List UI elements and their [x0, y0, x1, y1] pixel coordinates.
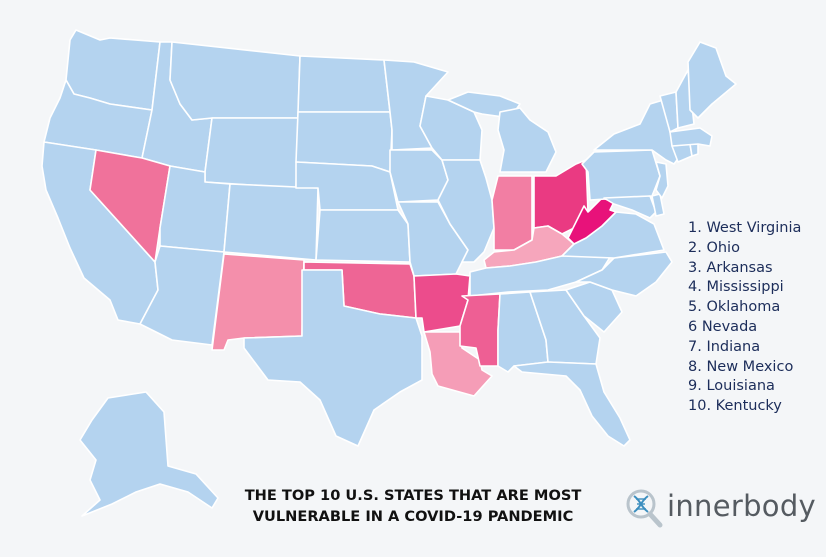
state-west-virginia — [567, 197, 617, 245]
legend-item: 4. Mississippi — [688, 279, 784, 296]
state-rhode-island — [689, 143, 699, 157]
state-kansas — [315, 209, 411, 263]
state-delaware — [651, 193, 665, 217]
legend-item: 10. Kentucky — [688, 398, 782, 415]
logo-text: innerbody — [667, 489, 817, 523]
map-title: THE TOP 10 U.S. STATES THAT ARE MOST VUL… — [232, 485, 594, 527]
state-maryland — [603, 195, 657, 219]
legend-item: 1. West Virginia — [688, 220, 802, 236]
state-montana — [169, 41, 301, 121]
state-pennsylvania — [581, 149, 661, 201]
innerbody-logo: innerbody — [623, 486, 816, 530]
rank-legend: 1. West Virginia 2. Ohio 3. Arkansas 4. … — [688, 219, 801, 417]
map-title-line1: THE TOP 10 U.S. STATES THAT ARE MOST — [244, 487, 582, 504]
legend-item: 9. Louisiana — [688, 378, 775, 395]
state-alaska — [79, 391, 219, 517]
legend-item: 2. Ohio — [688, 239, 740, 256]
legend-item: 8. New Mexico — [688, 358, 794, 375]
state-massachusetts — [669, 127, 713, 147]
legend-item: 3. Arkansas — [688, 259, 773, 276]
state-north-carolina — [575, 251, 673, 297]
legend-item: 6 Nevada — [688, 318, 758, 335]
legend-item: 5. Oklahoma — [688, 299, 781, 316]
state-indiana — [491, 175, 533, 251]
legend-item: 7. Indiana — [688, 338, 761, 355]
state-florida — [513, 361, 631, 447]
state-texas — [243, 269, 423, 447]
state-new-mexico — [211, 253, 305, 351]
state-colorado — [223, 183, 319, 261]
state-tennessee — [469, 253, 613, 297]
state-wyoming — [204, 117, 299, 189]
map-title-line2: VULNERABLE IN A COVID-19 PANDEMIC — [252, 508, 574, 525]
state-michigan — [497, 107, 557, 173]
state-new-jersey — [655, 161, 669, 199]
state-illinois — [437, 159, 495, 263]
magnifier-dna-icon — [626, 489, 663, 528]
state-maine — [687, 41, 737, 119]
state-north-dakota — [297, 55, 391, 113]
